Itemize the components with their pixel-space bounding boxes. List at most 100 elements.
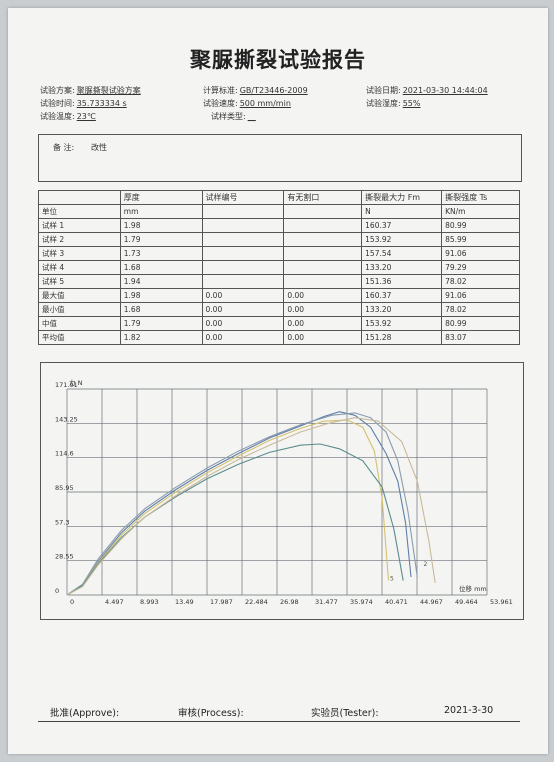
x-tick-label: 13.49 bbox=[175, 598, 194, 606]
x-tick-label: 31.477 bbox=[315, 598, 338, 606]
x-tick-label: 22.484 bbox=[245, 598, 268, 606]
remark-value: 改性 bbox=[91, 143, 107, 152]
table-cell: 1.82 bbox=[119, 330, 203, 345]
table-cell bbox=[38, 190, 121, 205]
y-tick-label: 0 bbox=[55, 587, 59, 595]
process-label: 审核(Process): bbox=[178, 708, 244, 719]
table-cell: 80.99 bbox=[441, 316, 520, 331]
table-cell: 0.00 bbox=[201, 288, 285, 303]
y-axis-label: 力 N bbox=[69, 378, 83, 387]
table-cell: 1.68 bbox=[119, 302, 203, 317]
table-cell: 133.20 bbox=[361, 302, 443, 317]
table-cell: 撕裂强度 Ts bbox=[441, 190, 520, 205]
table-cell: 133.20 bbox=[361, 260, 443, 275]
table-cell: 91.06 bbox=[441, 288, 520, 303]
standard-label: 计算标准: bbox=[203, 86, 238, 95]
table-cell: 157.54 bbox=[361, 246, 443, 261]
table-cell: 最小值 bbox=[38, 302, 121, 317]
table-cell bbox=[201, 246, 285, 261]
table-cell: 试样 4 bbox=[38, 260, 121, 275]
table-cell: 1.94 bbox=[119, 274, 203, 289]
table-cell: 试样 5 bbox=[38, 274, 121, 289]
table-row: 最小值 1.68 0.00 0.00 133.20 78.02 bbox=[38, 302, 520, 317]
type-value: __ bbox=[247, 112, 256, 121]
table-cell: 试样编号 bbox=[201, 190, 285, 205]
table-cell: 0.00 bbox=[201, 302, 285, 317]
date-label: 试验日期: bbox=[366, 86, 401, 95]
table-cell: 0.00 bbox=[201, 316, 285, 331]
time-field: 试验时间: 35.733334 s bbox=[40, 98, 127, 109]
table-cell: 平均值 bbox=[38, 330, 121, 345]
table-row: 最大值 1.98 0.00 0.00 160.37 91.06 bbox=[38, 288, 520, 303]
table-cell bbox=[283, 218, 363, 233]
table-cell: 单位 bbox=[38, 204, 121, 219]
x-tick-label: 26.98 bbox=[280, 598, 299, 606]
table-row: 试样 3 1.73 157.54 91.06 bbox=[38, 246, 520, 261]
table-cell: 1.73 bbox=[119, 246, 203, 261]
x-tick-label: 53.961 bbox=[490, 598, 513, 606]
remark-label: 备 注: bbox=[53, 143, 75, 152]
table-cell: 厚度 bbox=[119, 190, 203, 205]
table-cell bbox=[201, 204, 285, 219]
table-cell: 78.02 bbox=[441, 302, 520, 317]
table-cell bbox=[201, 260, 285, 275]
table-cell bbox=[201, 274, 285, 289]
force-displacement-chart: 0 4.497 8.993 13.49 17.987 22.484 26.98 31.477 3… bbox=[40, 362, 524, 620]
table-cell: 153.92 bbox=[361, 232, 443, 247]
standard-field: 计算标准: GB/T23446-2009 bbox=[203, 85, 308, 96]
x-tick-label: 44.967 bbox=[420, 598, 443, 606]
humidity-label: 试验湿度: bbox=[366, 99, 401, 108]
speed-label: 试验速度: bbox=[203, 99, 238, 108]
table-cell: mm bbox=[119, 204, 203, 219]
table-cell: 1.68 bbox=[119, 260, 203, 275]
x-tick-label: 0 bbox=[70, 598, 74, 606]
series-line-5 bbox=[66, 417, 436, 596]
chart-svg: 0 4.497 8.993 13.49 17.987 22.484 26.98 31.477 3… bbox=[55, 378, 513, 606]
series-line-1 bbox=[66, 411, 412, 596]
y-tick-label: 28.55 bbox=[55, 553, 74, 561]
table-cell: 153.92 bbox=[361, 316, 443, 331]
table-cell: 1.79 bbox=[119, 232, 203, 247]
table-cell: 0.00 bbox=[283, 330, 363, 345]
series-end-label: 5 bbox=[390, 576, 394, 583]
table-cell bbox=[201, 232, 285, 247]
temp-field: 试验温度: 23℃ bbox=[40, 111, 96, 122]
table-cell: 160.37 bbox=[361, 288, 443, 303]
plan-field: 试验方案: 聚脲撕裂试验方案 bbox=[40, 85, 141, 96]
tester-label: 实验员(Tester): bbox=[311, 708, 379, 719]
speed-value: 500 mm/min bbox=[239, 99, 291, 108]
table-cell bbox=[283, 274, 363, 289]
table-cell bbox=[283, 246, 363, 261]
table-cell: 1.98 bbox=[119, 288, 203, 303]
table-row: 中值 1.79 0.00 0.00 153.92 80.99 bbox=[38, 316, 520, 331]
table-cell: 中值 bbox=[38, 316, 121, 331]
report-paper: 聚脲撕裂试验报告 试验方案: 聚脲撕裂试验方案 计算标准: GB/T23446-20… bbox=[8, 8, 548, 754]
plan-label: 试验方案: bbox=[40, 86, 75, 95]
temp-label: 试验温度: bbox=[40, 112, 75, 121]
table-cell: 85.99 bbox=[441, 232, 520, 247]
table-cell bbox=[283, 204, 363, 219]
x-tick-label: 40.471 bbox=[385, 598, 408, 606]
table-cell: 0.00 bbox=[283, 288, 363, 303]
table-cell: 试样 2 bbox=[38, 232, 121, 247]
table-cell: 79.29 bbox=[441, 260, 520, 275]
table-row: 平均值 1.82 0.00 0.00 151.28 83.07 bbox=[38, 330, 520, 345]
table-row: 试样 4 1.68 133.20 79.29 bbox=[38, 260, 520, 275]
table-cell: 0.00 bbox=[201, 330, 285, 345]
table-cell: 1.79 bbox=[119, 316, 203, 331]
table-unit-row: 单位 mm N KN/m bbox=[38, 204, 520, 219]
table-cell: 78.02 bbox=[441, 274, 520, 289]
date-field: 试验日期: 2021-03-30 14:44:04 bbox=[366, 85, 488, 96]
table-cell bbox=[283, 260, 363, 275]
table-cell: 0.00 bbox=[283, 302, 363, 317]
x-tick-label: 17.987 bbox=[210, 598, 233, 606]
results-table: 厚度 试样编号 有无割口 撕裂最大力 Fm 撕裂强度 Ts 单位 mm N KN/m 试样 1 1.… bbox=[38, 190, 520, 345]
table-cell bbox=[201, 218, 285, 233]
x-tick-label: 4.497 bbox=[105, 598, 124, 606]
table-cell: 0.00 bbox=[283, 316, 363, 331]
footer-date: 2021-3-30 bbox=[444, 705, 494, 716]
table-row: 试样 1 1.98 160.37 80.99 bbox=[38, 218, 520, 233]
table-cell: 80.99 bbox=[441, 218, 520, 233]
table-cell: 151.36 bbox=[361, 274, 443, 289]
table-cell: 1.98 bbox=[119, 218, 203, 233]
